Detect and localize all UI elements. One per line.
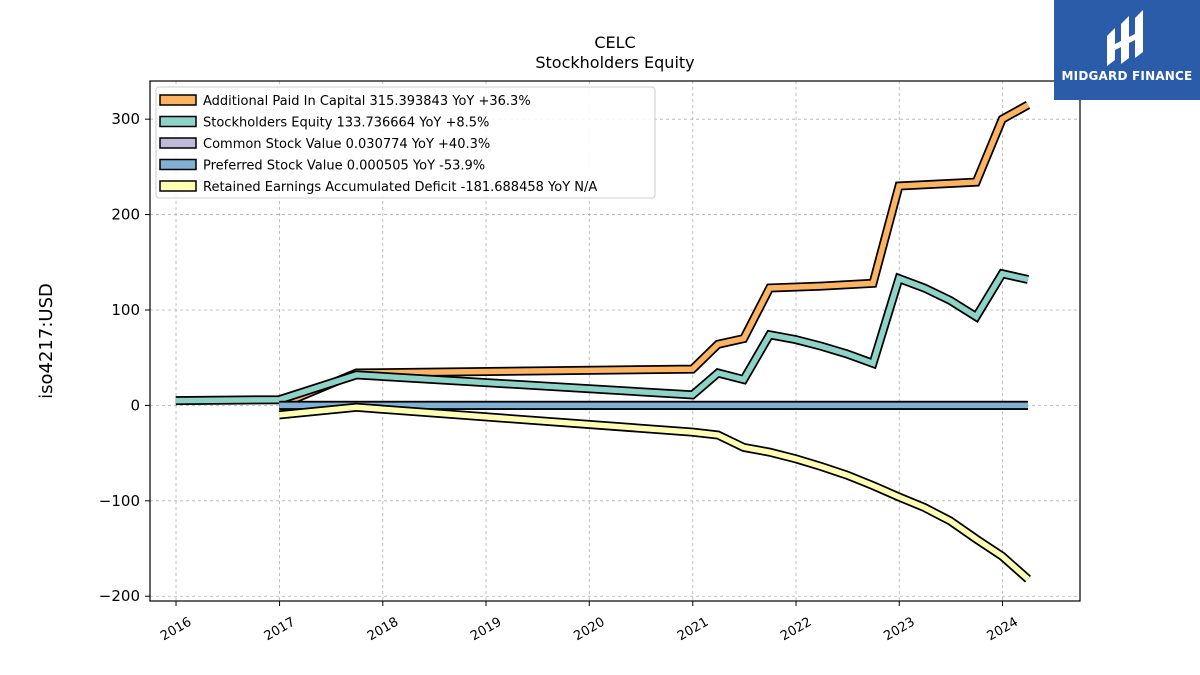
x-tick-label: 2020	[571, 615, 607, 645]
series-outline	[175, 268, 1029, 406]
y-tick-label: 0	[130, 396, 140, 414]
x-tick-label: 2022	[778, 615, 814, 645]
x-tick-label: 2023	[881, 615, 917, 645]
legend-swatch	[159, 180, 197, 192]
y-tick-label: −100	[99, 492, 140, 510]
y-tick-label: 100	[111, 301, 140, 319]
series-outline	[278, 402, 1031, 583]
x-tick-label: 2018	[365, 615, 401, 645]
legend-entry: Preferred Stock Value 0.000505 YoY -53.9…	[203, 159, 485, 174]
x-tick-label: 2016	[158, 615, 194, 645]
series-0	[277, 100, 1031, 410]
x-tick-label: 2024	[985, 615, 1021, 645]
legend-entry: Additional Paid In Capital 315.393843 Yo…	[203, 94, 531, 109]
y-tick-label: 300	[111, 110, 140, 128]
plot-area-frame	[149, 80, 1081, 602]
x-tick-label: 2017	[262, 615, 298, 645]
x-axis-ticks: 2016 2017 2018 2019 2020 2021 2022 2023 2024	[158, 601, 1021, 644]
legend-swatch	[159, 137, 197, 149]
series-1	[175, 268, 1029, 406]
y-axis-ticks: −200 −100 0 100 200 300	[99, 110, 150, 605]
x-tick-label: 2021	[675, 615, 711, 645]
legend-entry: Retained Earnings Accumulated Deficit -1…	[203, 180, 597, 195]
legend-box	[155, 86, 656, 199]
logo-text: MIDGARD FINANCE	[1061, 69, 1193, 83]
series-line	[175, 270, 1029, 404]
legend-swatch	[159, 115, 197, 128]
series-line	[279, 404, 1030, 582]
legend-swatch	[159, 94, 197, 106]
chart-title: CELC	[594, 33, 635, 52]
series-lines	[175, 100, 1031, 583]
y-axis-label: iso4217:USD	[36, 283, 57, 399]
logo-mark-icon	[1107, 10, 1143, 66]
legend-swatch	[159, 158, 197, 171]
legend-entry: Common Stock Value 0.030774 YoY +40.3%	[203, 137, 490, 152]
y-tick-label: −200	[99, 587, 140, 605]
series-line	[278, 102, 1030, 408]
midgard-finance-logo: MIDGARD FINANCE	[1054, 0, 1200, 100]
y-tick-label: 200	[111, 206, 140, 224]
chart-subtitle: Stockholders Equity	[535, 53, 694, 72]
legend: Additional Paid In Capital 315.393843 Yo…	[155, 86, 656, 199]
x-tick-label: 2019	[468, 615, 504, 645]
legend-entry: Stockholders Equity 133.736664 YoY +8.5%	[203, 116, 489, 131]
series-4	[278, 402, 1031, 583]
